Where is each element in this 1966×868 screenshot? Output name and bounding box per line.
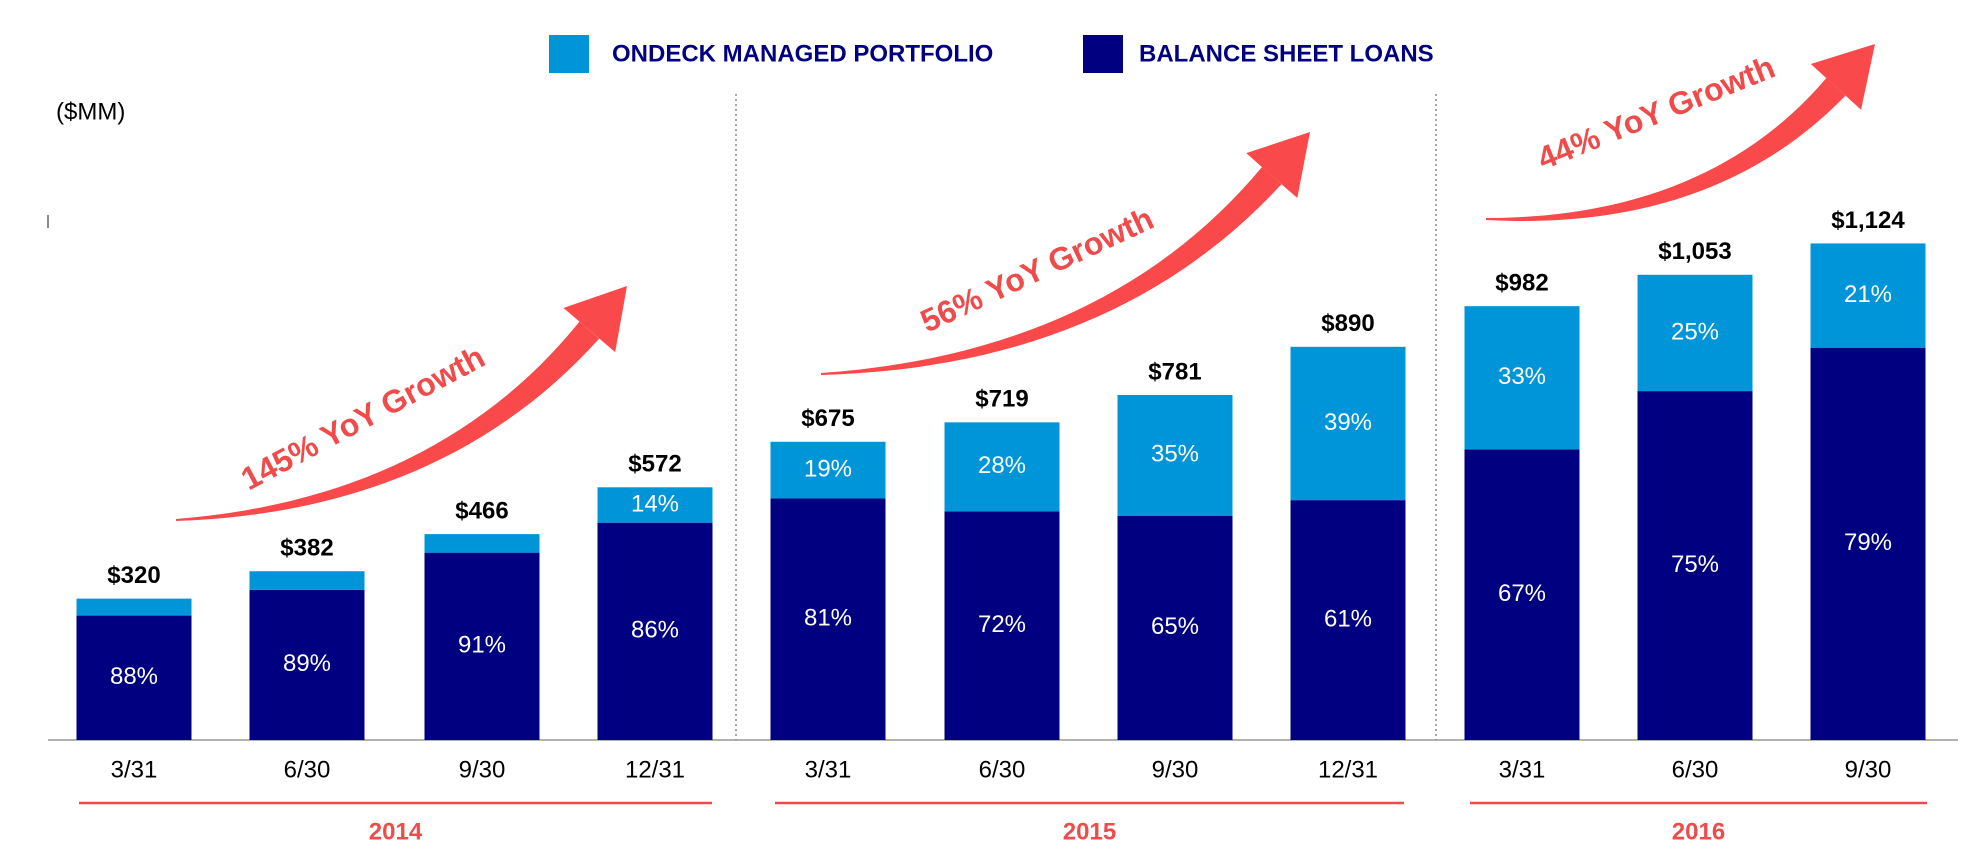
segment-label: 72%: [978, 611, 1026, 638]
segment-label: 28%: [978, 452, 1026, 479]
segment-label: 14%: [631, 490, 679, 517]
x-tick-label: 6/30: [979, 756, 1026, 783]
bar-segment: [1810, 347, 1926, 740]
segment-label: 19%: [804, 455, 852, 482]
segment-label: 25%: [1671, 318, 1719, 345]
bar-segment: [1290, 346, 1406, 501]
total-label: $1,053: [1658, 238, 1731, 265]
segment-label: 61%: [1324, 605, 1372, 632]
bar-segment: [597, 487, 713, 523]
segment-label: 88%: [110, 663, 158, 690]
x-tick-label: 9/30: [459, 756, 506, 783]
unit-label: ($MM): [56, 98, 125, 125]
x-tick-label: 3/31: [805, 756, 852, 783]
x-tick-label: 9/30: [1152, 756, 1199, 783]
segment-label: 75%: [1671, 551, 1719, 578]
total-label: $1,124: [1831, 207, 1905, 234]
total-label: $466: [455, 497, 508, 524]
legend-label: ONDECK MANAGED PORTFOLIO: [612, 40, 993, 67]
growth-arrow: [820, 166, 1282, 375]
total-label: $781: [1148, 358, 1201, 385]
x-tick-label: 6/30: [284, 756, 331, 783]
x-tick-label: 3/31: [1499, 756, 1546, 783]
growth-arrow-head: [563, 286, 627, 353]
x-tick-label: 9/30: [1845, 756, 1892, 783]
growth-label: 56% YoY Growth: [915, 200, 1159, 339]
bar-segment: [76, 615, 192, 740]
segment-label: 89%: [283, 650, 331, 677]
bar-segment: [1464, 449, 1580, 740]
total-label: $382: [280, 535, 333, 562]
legend-swatch: [1083, 35, 1123, 73]
bar-segment: [770, 441, 886, 499]
total-label: $572: [628, 451, 681, 478]
bar-segment: [944, 511, 1060, 740]
segment-label: 65%: [1151, 613, 1199, 640]
year-label: 2015: [1063, 818, 1116, 845]
segment-label: 21%: [1844, 281, 1892, 308]
growth-arrow: [1485, 78, 1846, 221]
segment-label: 39%: [1324, 409, 1372, 436]
segment-label: 79%: [1844, 529, 1892, 556]
bar-segment: [424, 534, 540, 553]
bar-segment: [1117, 394, 1233, 516]
bar-segment: [249, 589, 365, 740]
x-tick-label: 3/31: [111, 756, 158, 783]
total-label: $675: [801, 405, 854, 432]
segment-label: 33%: [1498, 363, 1546, 390]
segment-label: 81%: [804, 605, 852, 632]
total-label: $320: [107, 562, 160, 589]
bar-segment: [1637, 274, 1753, 392]
segment-label: 67%: [1498, 580, 1546, 607]
growth-arrow-head: [1246, 132, 1310, 199]
bar-segment: [76, 598, 192, 616]
total-label: $890: [1321, 310, 1374, 337]
x-tick-label: 6/30: [1672, 756, 1719, 783]
x-tick-label: 12/31: [1318, 756, 1378, 783]
bar-segment: [1117, 515, 1233, 740]
bar-segment: [1290, 500, 1406, 740]
growth-arrow: [175, 321, 600, 521]
growth-arrow-head: [1810, 44, 1875, 110]
bar-segment: [1464, 306, 1580, 450]
total-label: $982: [1495, 269, 1548, 296]
bar-segment: [770, 498, 886, 740]
bar-segment: [249, 571, 365, 590]
legend-swatch: [549, 35, 589, 73]
bar-segment: [1637, 391, 1753, 740]
x-tick-label: 12/31: [625, 756, 685, 783]
bar-segment: [944, 422, 1060, 512]
year-label: 2014: [369, 818, 423, 845]
year-label: 2016: [1672, 818, 1725, 845]
bar-segment: [1810, 243, 1926, 348]
segment-label: 35%: [1151, 441, 1199, 468]
segment-label: 91%: [458, 632, 506, 659]
segment-label: 86%: [631, 617, 679, 644]
bar-segment: [424, 552, 540, 740]
total-label: $719: [975, 386, 1028, 413]
bar-segment: [597, 522, 713, 740]
legend-label: BALANCE SHEET LOANS: [1139, 40, 1434, 67]
growth-label: 145% YoY Growth: [235, 338, 491, 497]
